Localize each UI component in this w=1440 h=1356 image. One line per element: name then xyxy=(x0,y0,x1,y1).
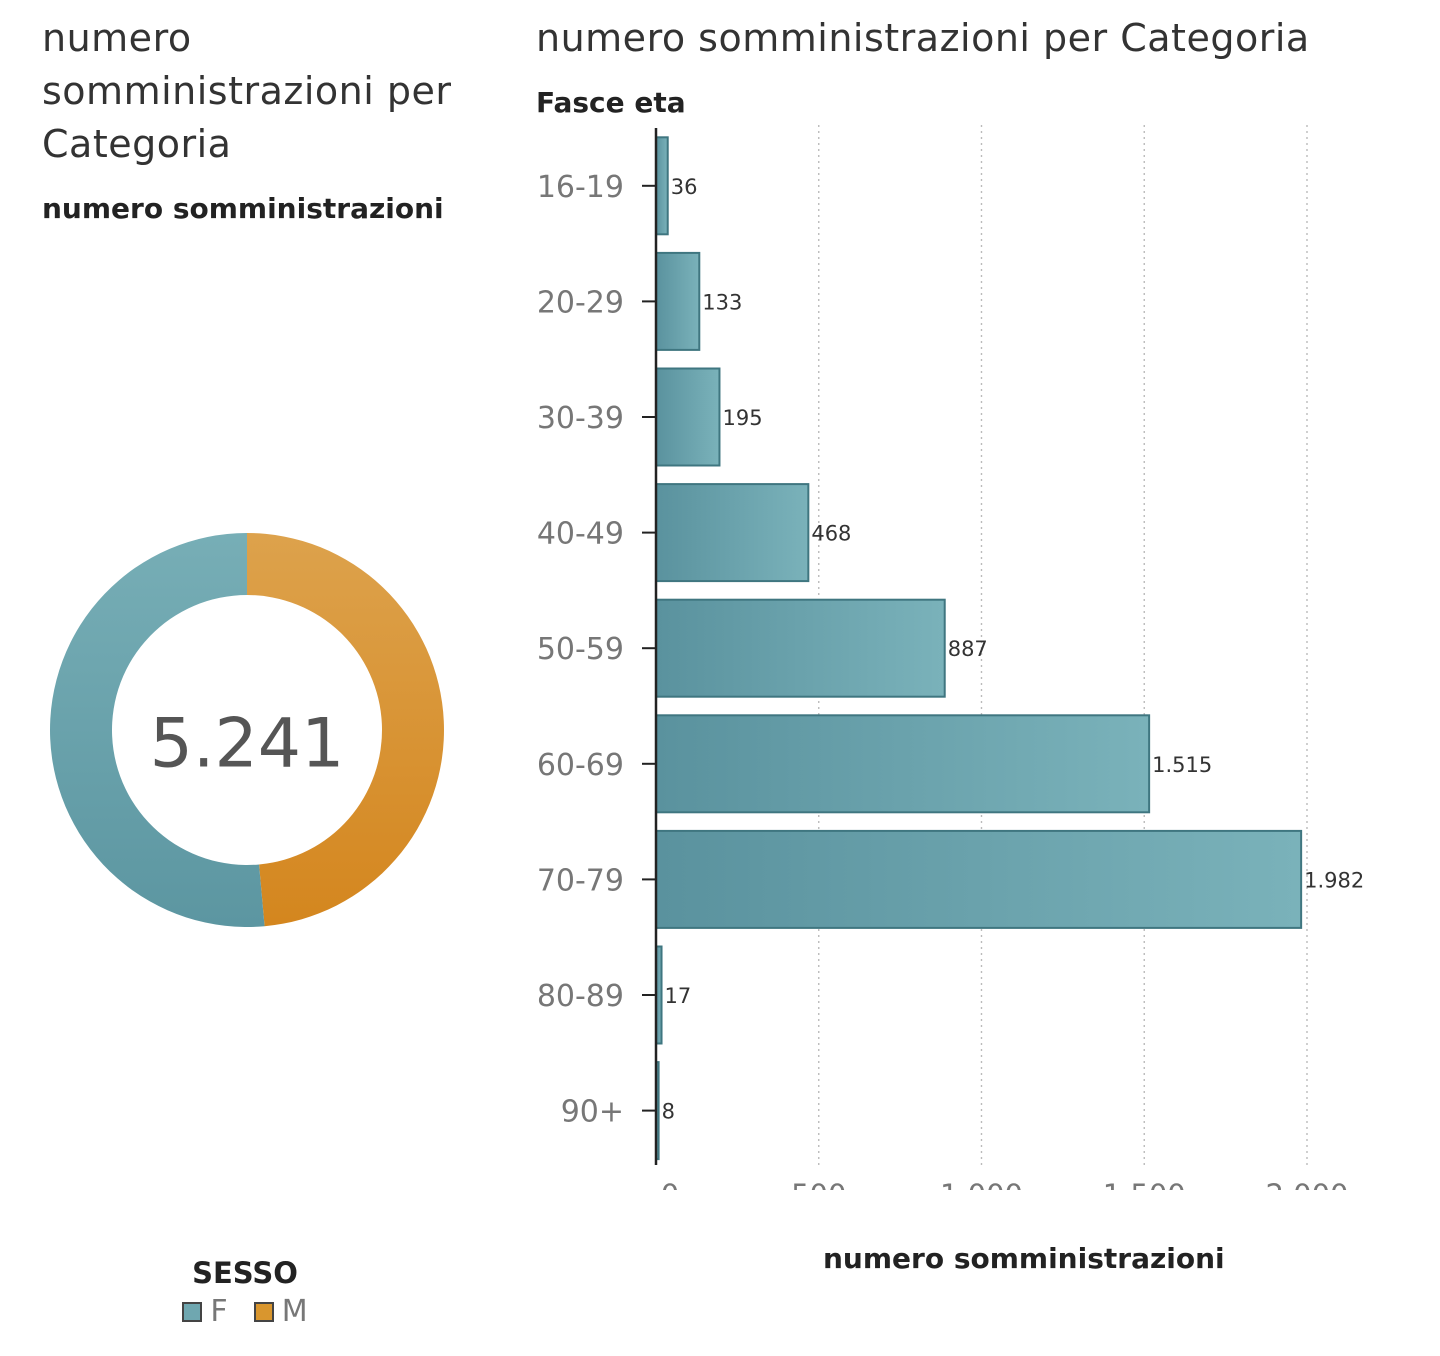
y-tick-label: 80-89 xyxy=(537,979,624,1014)
y-tick-label: 60-69 xyxy=(537,748,624,783)
legend-item-f[interactable]: F xyxy=(182,1294,228,1329)
donut-slice-m[interactable] xyxy=(247,533,444,927)
x-tick-label: 2.000 xyxy=(1265,1178,1348,1190)
x-tick-label: 0 xyxy=(661,1178,679,1190)
bar-chart: 36 133 195 468 887 1.515 1.982 17 8 0 500 1.000 1.5… xyxy=(537,125,1364,1190)
legend: SESSO F M xyxy=(160,1256,330,1329)
bar[interactable] xyxy=(655,829,1303,929)
bar-value-label: 1.982 xyxy=(1304,868,1364,892)
donut-chart: 5.241 xyxy=(49,533,444,927)
legend-item-m[interactable]: M xyxy=(253,1294,308,1329)
y-tick-label: 90+ xyxy=(561,1095,624,1130)
y-tick-label: 50-59 xyxy=(537,632,624,667)
legend-swatch-m xyxy=(253,1301,274,1322)
bar[interactable] xyxy=(655,714,1151,814)
bar[interactable] xyxy=(655,483,810,583)
y-tick-label: 20-29 xyxy=(537,285,624,320)
x-tick-label: 1.000 xyxy=(940,1178,1023,1190)
legend-label-m: M xyxy=(281,1294,308,1329)
bar-value-label: 17 xyxy=(665,984,692,1008)
x-tick-label: 500 xyxy=(791,1178,846,1190)
donut-subtitle: numero somministrazioni xyxy=(42,192,444,225)
donut-slice-f[interactable] xyxy=(49,533,265,927)
legend-label-f: F xyxy=(210,1294,228,1329)
bar[interactable] xyxy=(655,136,669,236)
donut-total-value: 5.241 xyxy=(150,705,345,784)
legend-title: SESSO xyxy=(192,1256,298,1290)
legend-swatch-f xyxy=(182,1301,203,1322)
bar-value-label: 8 xyxy=(662,1100,675,1124)
bar-x-axis-title: numero somministrazioni xyxy=(823,1242,1225,1275)
y-tick-label: 16-19 xyxy=(537,170,624,205)
bar-value-label: 195 xyxy=(722,406,762,430)
bar-y-axis-title: Fasce eta xyxy=(536,86,686,119)
x-tick-label: 1.500 xyxy=(1103,1178,1186,1190)
y-tick-label: 70-79 xyxy=(537,863,624,898)
bar[interactable] xyxy=(655,367,721,467)
bar[interactable] xyxy=(655,598,946,698)
bar-value-label: 1.515 xyxy=(1152,753,1212,777)
bar-value-label: 887 xyxy=(948,637,988,661)
y-tick-label: 30-39 xyxy=(537,401,624,436)
left-chart-title: numero somministrazioni per Categoria xyxy=(42,16,452,166)
bar-value-label: 468 xyxy=(811,522,851,546)
bar-value-label: 36 xyxy=(671,175,698,199)
y-tick-label: 40-49 xyxy=(537,517,624,552)
bar-value-label: 133 xyxy=(702,290,742,314)
bar-chart-title: numero somministrazioni per Categoria xyxy=(536,16,1310,60)
bar[interactable] xyxy=(655,251,701,351)
